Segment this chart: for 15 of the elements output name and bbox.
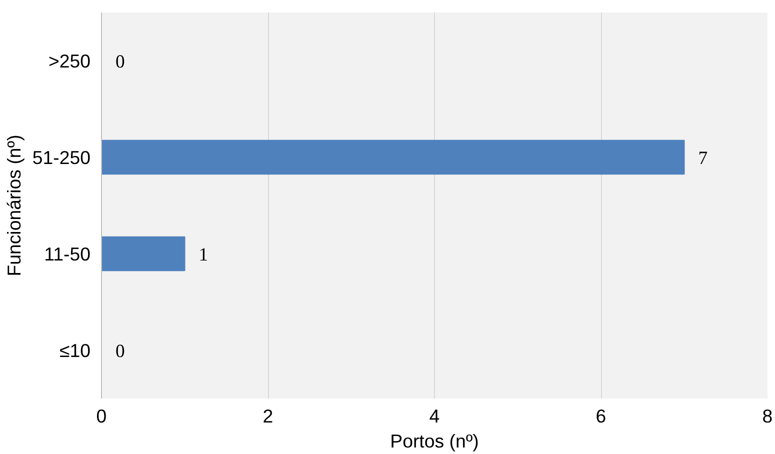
x-tick-label: 4 (429, 406, 440, 426)
y-tick-label: >250 (48, 50, 91, 72)
data-label: 0 (116, 51, 125, 72)
data-label: 7 (698, 148, 708, 169)
y-tick-label: 51-250 (32, 146, 90, 168)
x-tick-label: 6 (596, 406, 606, 426)
y-tick-label: ≤10 (60, 340, 91, 361)
x-tick-label: 8 (762, 406, 773, 426)
x-tick-label: 2 (262, 406, 274, 426)
x-axis-title: Portos (nº) (390, 430, 479, 452)
x-tick-label: 0 (96, 406, 107, 426)
y-tick-label: 11-50 (44, 243, 91, 264)
y-axis-title: Funcionários (nº) (3, 134, 24, 276)
data-label: 0 (116, 340, 125, 362)
data-label: 1 (198, 244, 208, 266)
